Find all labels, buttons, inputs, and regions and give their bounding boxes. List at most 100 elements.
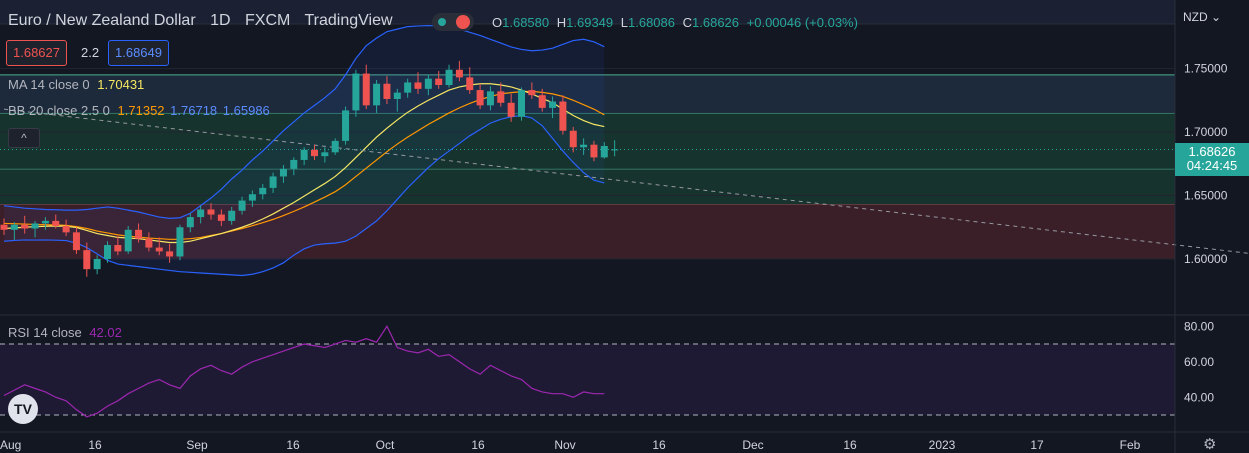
candle-body: [611, 149, 619, 151]
candle: [507, 93, 515, 122]
time-tick-label: Dec: [742, 438, 763, 452]
spread-value: 2.2: [81, 45, 100, 60]
price-tick-label: 1.65000: [1184, 189, 1228, 203]
ma-value: 1.70431: [97, 77, 145, 92]
candle-body: [600, 145, 608, 158]
time-tick-label: 16: [652, 438, 666, 452]
candle: [176, 224, 184, 261]
currency-selector[interactable]: NZD ⌄: [1183, 10, 1221, 24]
candle-body: [445, 69, 453, 86]
candle: [166, 243, 174, 263]
high-value: 1.69349: [566, 15, 614, 30]
candle: [393, 88, 401, 112]
candle: [269, 172, 277, 193]
candle: [435, 71, 443, 89]
candle: [290, 157, 298, 176]
low-value: 1.68086: [628, 15, 675, 30]
candle-body: [590, 144, 598, 158]
bb-basis-value: 1.71352: [117, 103, 165, 118]
zone-red[interactable]: [0, 204, 1175, 259]
change-value: +0.00046 (+0.03%): [746, 15, 858, 30]
status-dot-green: [438, 18, 446, 26]
candle: [445, 64, 453, 88]
candle: [197, 205, 205, 224]
candle: [600, 142, 608, 159]
candle-body: [228, 210, 236, 221]
zone-green[interactable]: [0, 168, 1175, 205]
candle: [476, 83, 484, 110]
candle-body: [145, 238, 153, 248]
chevron-down-icon: ⌄: [1211, 10, 1222, 24]
candle-body: [311, 149, 318, 157]
candle-body: [300, 149, 308, 160]
time-tick-label: 16: [471, 438, 485, 452]
candle-body: [124, 229, 132, 252]
buy-price-button[interactable]: 1.68649: [108, 40, 169, 66]
candle: [186, 213, 194, 233]
candle-body: [186, 217, 194, 228]
candle: [455, 60, 463, 82]
candle-body: [52, 220, 60, 226]
candle-body: [321, 152, 329, 157]
candle: [373, 79, 381, 113]
time-tick-label: Aug: [0, 438, 21, 452]
tradingview-logo[interactable]: TV: [8, 394, 38, 424]
candle: [114, 236, 122, 256]
candle-body: [83, 250, 91, 270]
candle: [72, 227, 80, 254]
candle: [404, 78, 412, 98]
candle-body: [238, 200, 246, 211]
market-status-toggle[interactable]: [432, 13, 474, 31]
exchange: FXCM: [245, 12, 291, 29]
candle: [248, 190, 256, 207]
trendline-line[interactable]: [3, 108, 1249, 259]
ma-line: [3, 83, 605, 244]
candle-body: [486, 91, 494, 106]
low-label: L: [620, 15, 628, 30]
gear-icon[interactable]: ⚙: [1203, 436, 1217, 453]
candle-body: [476, 90, 484, 106]
candle-body: [166, 251, 174, 257]
candle-body: [62, 225, 70, 233]
bar-countdown: 04:24:45: [1186, 158, 1238, 173]
candle: [549, 96, 557, 119]
candle-body: [93, 259, 101, 270]
candle-body: [507, 102, 515, 117]
trendline[interactable]: [3, 108, 1249, 259]
candle: [528, 82, 536, 99]
candle: [518, 87, 525, 121]
candle-body: [217, 214, 225, 221]
candle: [466, 67, 474, 94]
candle-body: [207, 209, 215, 215]
candle: [62, 219, 70, 237]
candle: [590, 140, 598, 162]
time-tick-label: Oct: [376, 438, 395, 452]
last-price-tag: 1.68626 04:24:45: [1175, 143, 1249, 176]
price-tick-label: 1.75000: [1184, 62, 1228, 76]
interval[interactable]: 1D: [210, 12, 231, 29]
symbol-name[interactable]: Euro / New Zealand Dollar: [8, 12, 196, 29]
candle-body: [466, 77, 474, 91]
candle: [124, 225, 132, 254]
last-price: 1.68626: [1188, 144, 1236, 159]
rsi-legend[interactable]: RSI 14 close 42.02: [8, 325, 122, 340]
candle: [41, 217, 49, 230]
collapse-legend-button[interactable]: ^: [8, 128, 40, 148]
sell-price-button[interactable]: 1.68627: [6, 40, 67, 66]
price-tick-label: 1.70000: [1184, 125, 1228, 139]
axis-ticks: 1.75000 1.70000 1.65000 1.60000 80.00 60.00 40…: [0, 62, 1228, 453]
bb-legend[interactable]: BB 20 close 2.5 0 1.71352 1.76718 1.6598…: [8, 103, 270, 118]
rsi-value: 42.02: [89, 325, 122, 340]
candle: [217, 209, 225, 226]
ma-legend[interactable]: MA 14 close 0 1.70431: [8, 77, 144, 92]
candle-body: [538, 95, 546, 108]
chevron-up-icon: ^: [21, 131, 27, 145]
time-tick-label: Nov: [554, 438, 575, 452]
time-tick-label: 2023: [929, 438, 956, 452]
candles-layer: [0, 60, 619, 277]
candle-body: [279, 168, 287, 177]
candle: [486, 86, 494, 111]
bb-lower-value: 1.65986: [222, 103, 270, 118]
rsi-tick-label: 40.00: [1184, 390, 1214, 404]
